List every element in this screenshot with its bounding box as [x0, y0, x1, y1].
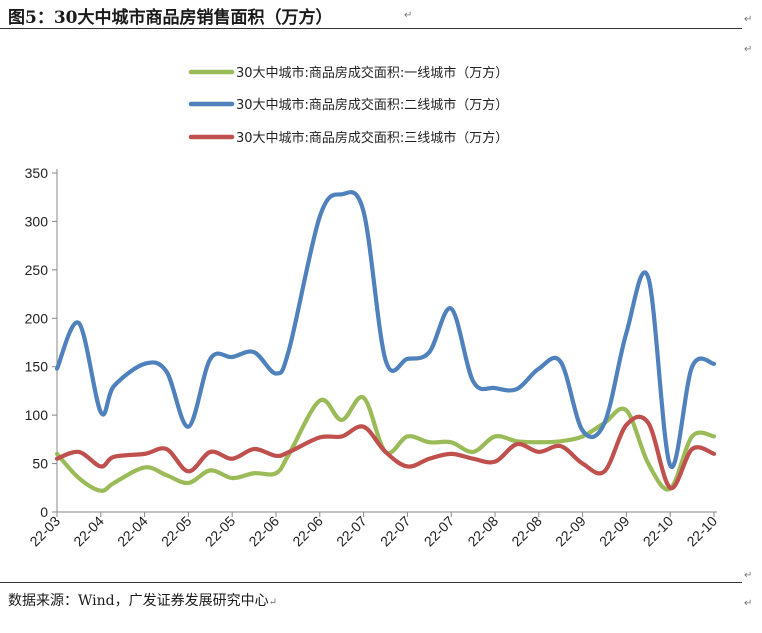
legend-label-3: 30大中城市:商品房成交面积:三线城市（万方）: [236, 130, 508, 146]
x-tick-label: 22-06: [289, 513, 326, 550]
chart-title: 图5：30大中城市商品房销售面积（万方）: [8, 8, 333, 28]
paragraph-mark: ↵: [744, 14, 753, 25]
paragraph-mark: ↵: [744, 598, 753, 609]
y-tick-label: 200: [25, 310, 49, 326]
y-tick-label: 100: [25, 407, 49, 423]
legend-label-2: 30大中城市:商品房成交面积:二线城市（万方）: [236, 97, 508, 113]
paragraph-mark: ↵: [744, 570, 753, 581]
x-tick-label: 22-04: [70, 513, 107, 550]
paragraph-mark: ↵: [268, 597, 277, 608]
x-tick-label: 22-05: [202, 513, 239, 550]
x-tick-label: 22-09: [596, 513, 633, 550]
top-rule: [0, 28, 742, 29]
y-tick-label: 150: [25, 359, 49, 375]
x-tick-label: 22-05: [158, 513, 195, 550]
x-tick-label: 22-07: [333, 513, 370, 550]
x-tick-label: 22-04: [114, 513, 151, 550]
y-tick-label: 50: [32, 456, 48, 472]
y-tick-label: 250: [25, 262, 49, 278]
x-tick-label: 22-08: [508, 513, 545, 550]
chart-lines: [54, 190, 717, 493]
y-tick-label: 300: [25, 213, 49, 229]
x-tick-label: 22-06: [245, 513, 282, 550]
x-tick-label: 22-08: [464, 513, 501, 550]
series-line-2: [54, 190, 717, 470]
series-line-3: [54, 414, 717, 490]
x-tick-label: 22-10: [640, 513, 677, 550]
x-tick-label: 22-07: [421, 513, 458, 550]
x-tick-label: 22-07: [377, 513, 414, 550]
legend-label-1: 30大中城市:商品房成交面积:一线城市（万方）: [236, 65, 508, 81]
chart-legend: 30大中城市:商品房成交面积:一线城市（万方） 30大中城市:商品房成交面积:二线…: [188, 65, 508, 146]
paragraph-mark: ↵: [744, 44, 753, 55]
source-note: 数据来源：Wind，广发证券发展研究中心↵: [8, 590, 277, 610]
y-tick-label: 0: [40, 504, 48, 520]
y-tick-label: 350: [25, 165, 49, 181]
paragraph-mark: ↵: [404, 10, 413, 21]
x-tick-label: 22-09: [552, 513, 589, 550]
bottom-rule: [0, 582, 742, 583]
source-text: 数据来源：Wind，广发证券发展研究中心: [8, 593, 269, 609]
x-tick-label: 22-10: [683, 513, 720, 550]
